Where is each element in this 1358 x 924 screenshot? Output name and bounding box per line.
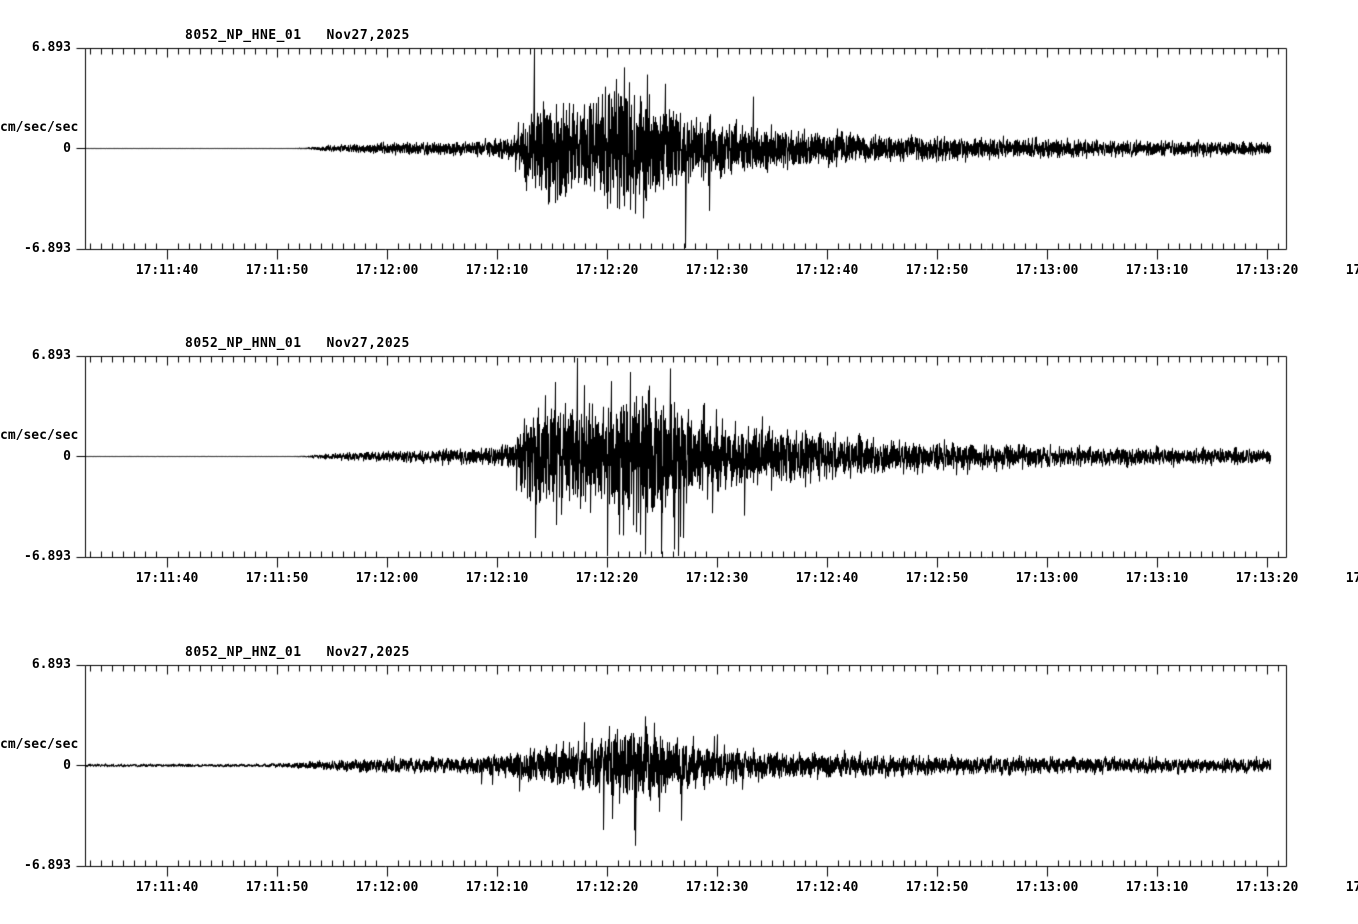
x-tick-label: 17:12:10 — [465, 263, 529, 278]
x-tick-label: 17:12:40 — [795, 571, 859, 586]
x-tick-label: 17:11:40 — [135, 571, 199, 586]
x-tick-label: 17:12:10 — [465, 880, 529, 895]
waveform-canvas-hne — [0, 0, 1358, 310]
x-tick-label: 17:13:30 — [1345, 263, 1358, 278]
y-axis-min-label-hnz: -6.893 — [24, 858, 71, 873]
x-tick-label: 17:13:10 — [1125, 571, 1189, 586]
waveform-canvas-hnn — [0, 308, 1358, 618]
x-tick-label: 17:13:00 — [1015, 263, 1079, 278]
x-tick-label: 17:13:30 — [1345, 571, 1358, 586]
panel-title-hnz: 8052_NP_HNZ_01 Nov27,2025 — [185, 645, 410, 660]
x-tick-label: 17:11:50 — [245, 571, 309, 586]
x-tick-label: 17:12:50 — [905, 571, 969, 586]
x-tick-label: 17:13:10 — [1125, 263, 1189, 278]
y-axis-zero-label-hnn: 0 — [63, 448, 71, 464]
x-tick-label: 17:12:30 — [685, 880, 749, 895]
panel-title-hnn: 8052_NP_HNN_01 Nov27,2025 — [185, 336, 410, 351]
x-tick-label: 17:13:00 — [1015, 880, 1079, 895]
x-tick-label: 17:13:20 — [1235, 263, 1299, 278]
x-tick-label: 17:13:20 — [1235, 880, 1299, 895]
y-axis-max-label-hnz: 6.893 — [31, 657, 71, 672]
y-axis-max-label-hnn: 6.893 — [31, 348, 71, 363]
panel-title-hne: 8052_NP_HNE_01 Nov27,2025 — [185, 28, 410, 43]
x-tick-label: 17:12:40 — [795, 263, 859, 278]
x-tick-label: 17:11:50 — [245, 263, 309, 278]
x-tick-label: 17:11:40 — [135, 880, 199, 895]
y-axis-max-label-hne: 6.893 — [31, 40, 71, 55]
x-tick-label: 17:12:10 — [465, 571, 529, 586]
x-tick-label: 17:12:30 — [685, 571, 749, 586]
seismogram-panel-hnn: 8052_NP_HNN_01 Nov27,2025 6.893 -6.893 0 cm/… — [0, 308, 1358, 618]
y-axis-zero-label-hne: 0 — [63, 140, 71, 156]
y-axis-unit-label-hnz: cm/sec/sec — [0, 736, 79, 752]
x-tick-label: 17:12:00 — [355, 880, 419, 895]
x-tick-label: 17:12:40 — [795, 880, 859, 895]
x-tick-label: 17:12:00 — [355, 571, 419, 586]
waveform-canvas-hnz — [0, 616, 1358, 924]
seismogram-panel-hne: 8052_NP_HNE_01 Nov27,2025 6.893 -6.893 0 cm/… — [0, 0, 1358, 310]
x-tick-label: 17:12:20 — [575, 880, 639, 895]
y-axis-min-label-hne: -6.893 — [24, 241, 71, 256]
seismogram-panel-hnz: 8052_NP_HNZ_01 Nov27,2025 6.893 -6.893 0 cm/… — [0, 616, 1358, 924]
x-tick-label: 17:11:50 — [245, 880, 309, 895]
x-tick-label: 17:13:10 — [1125, 880, 1189, 895]
x-tick-label: 17:12:20 — [575, 571, 639, 586]
y-axis-unit-label-hne: cm/sec/sec — [0, 119, 79, 135]
x-tick-label: 17:11:40 — [135, 263, 199, 278]
y-axis-min-label-hnn: -6.893 — [24, 549, 71, 564]
x-tick-label: 17:13:00 — [1015, 571, 1079, 586]
x-tick-label: 17:12:30 — [685, 263, 749, 278]
x-tick-label: 17:13:30 — [1345, 880, 1358, 895]
x-tick-label: 17:12:50 — [905, 263, 969, 278]
x-tick-label: 17:12:20 — [575, 263, 639, 278]
x-tick-label: 17:12:00 — [355, 263, 419, 278]
x-tick-label: 17:12:50 — [905, 880, 969, 895]
y-axis-zero-label-hnz: 0 — [63, 757, 71, 773]
x-tick-label: 17:13:20 — [1235, 571, 1299, 586]
y-axis-unit-label-hnn: cm/sec/sec — [0, 427, 79, 443]
